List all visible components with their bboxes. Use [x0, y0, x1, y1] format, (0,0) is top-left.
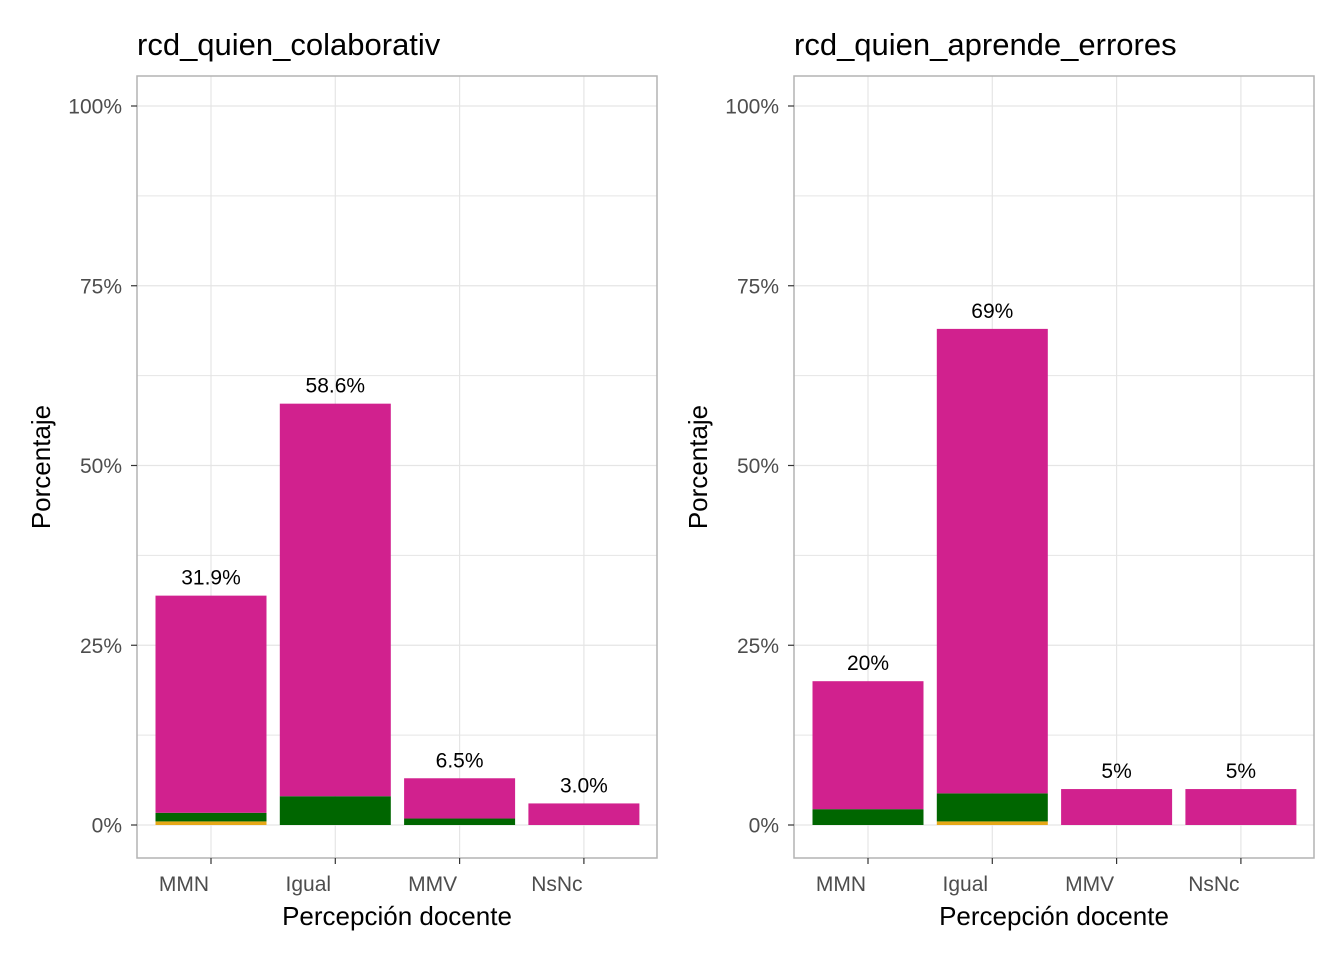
bar-segment-mmn-2 — [812, 681, 924, 810]
panel-border — [136, 75, 658, 859]
x-tick-label-mmv: MMV — [1065, 873, 1114, 896]
data-label-igual: 58.6% — [306, 375, 366, 398]
y-tick-label: 75% — [80, 275, 122, 298]
bar-segment-mmn-0 — [155, 821, 267, 825]
bar-segment-mmv-2 — [404, 778, 516, 819]
y-tick-label: 50% — [737, 455, 779, 478]
bar-segment-igual-1 — [936, 793, 1048, 822]
data-label-mmn: 31.9% — [181, 567, 241, 590]
data-label-nsnc: 3.0% — [560, 774, 608, 797]
data-label-mmv: 5% — [1101, 760, 1131, 783]
bar-segment-mmv-1 — [404, 818, 516, 825]
bar-segment-igual-1 — [279, 796, 391, 825]
x-tick-label-nsnc: NsNc — [531, 873, 582, 896]
y-tick-label: 100% — [725, 96, 779, 119]
y-tick-label: 25% — [80, 635, 122, 658]
bar-segment-igual-0 — [936, 821, 1048, 825]
y-axis-title: Porcentaje — [26, 405, 56, 529]
data-label-igual: 69% — [971, 300, 1013, 323]
y-axis-title: Porcentaje — [683, 405, 713, 529]
x-tick-label-igual: Igual — [943, 873, 989, 896]
bar-segment-igual-2 — [936, 328, 1048, 794]
data-label-nsnc: 5% — [1226, 760, 1256, 783]
bar-segment-mmn-2 — [155, 595, 267, 813]
bar-segment-mmv-2 — [1061, 789, 1173, 825]
bar-segment-nsnc-2 — [528, 803, 640, 825]
panel-border — [793, 75, 1315, 859]
x-tick-label-nsnc: NsNc — [1188, 873, 1239, 896]
y-tick-label: 25% — [737, 635, 779, 658]
chart-panel-1: 31.9% 58.6% 6.5% 3.0% 0% 25% 50% 75% 100% MMN Igua… — [26, 27, 658, 931]
x-axis-title: Percepción docente — [282, 901, 512, 931]
bar-segment-igual-2 — [279, 403, 391, 797]
x-tick-label-mmn: MMN — [816, 873, 866, 896]
data-label-mmv: 6.5% — [436, 749, 484, 772]
bar-segment-nsnc-2 — [1185, 789, 1297, 825]
bar-segment-mmn-1 — [155, 812, 267, 822]
y-tick-label: 0% — [749, 815, 779, 838]
x-tick-label-mmn: MMN — [159, 873, 209, 896]
x-tick-label-igual: Igual — [286, 873, 332, 896]
chart-title: rcd_quien_colaborativ — [137, 27, 441, 62]
chart-panel-2: 20% 69% 5% 5% 0% 25% 50% 75% 100% MMN Igual MMV NsNc… — [683, 27, 1315, 931]
y-tick-label: 0% — [92, 815, 122, 838]
y-tick-label: 75% — [737, 275, 779, 298]
chart-title: rcd_quien_aprende_errores — [794, 27, 1177, 62]
data-label-mmn: 20% — [847, 652, 889, 675]
x-tick-label-mmv: MMV — [408, 873, 457, 896]
y-tick-label: 50% — [80, 455, 122, 478]
bar-segment-mmn-1 — [812, 809, 924, 825]
x-axis-title: Percepción docente — [939, 901, 1169, 931]
y-tick-label: 100% — [68, 96, 122, 119]
